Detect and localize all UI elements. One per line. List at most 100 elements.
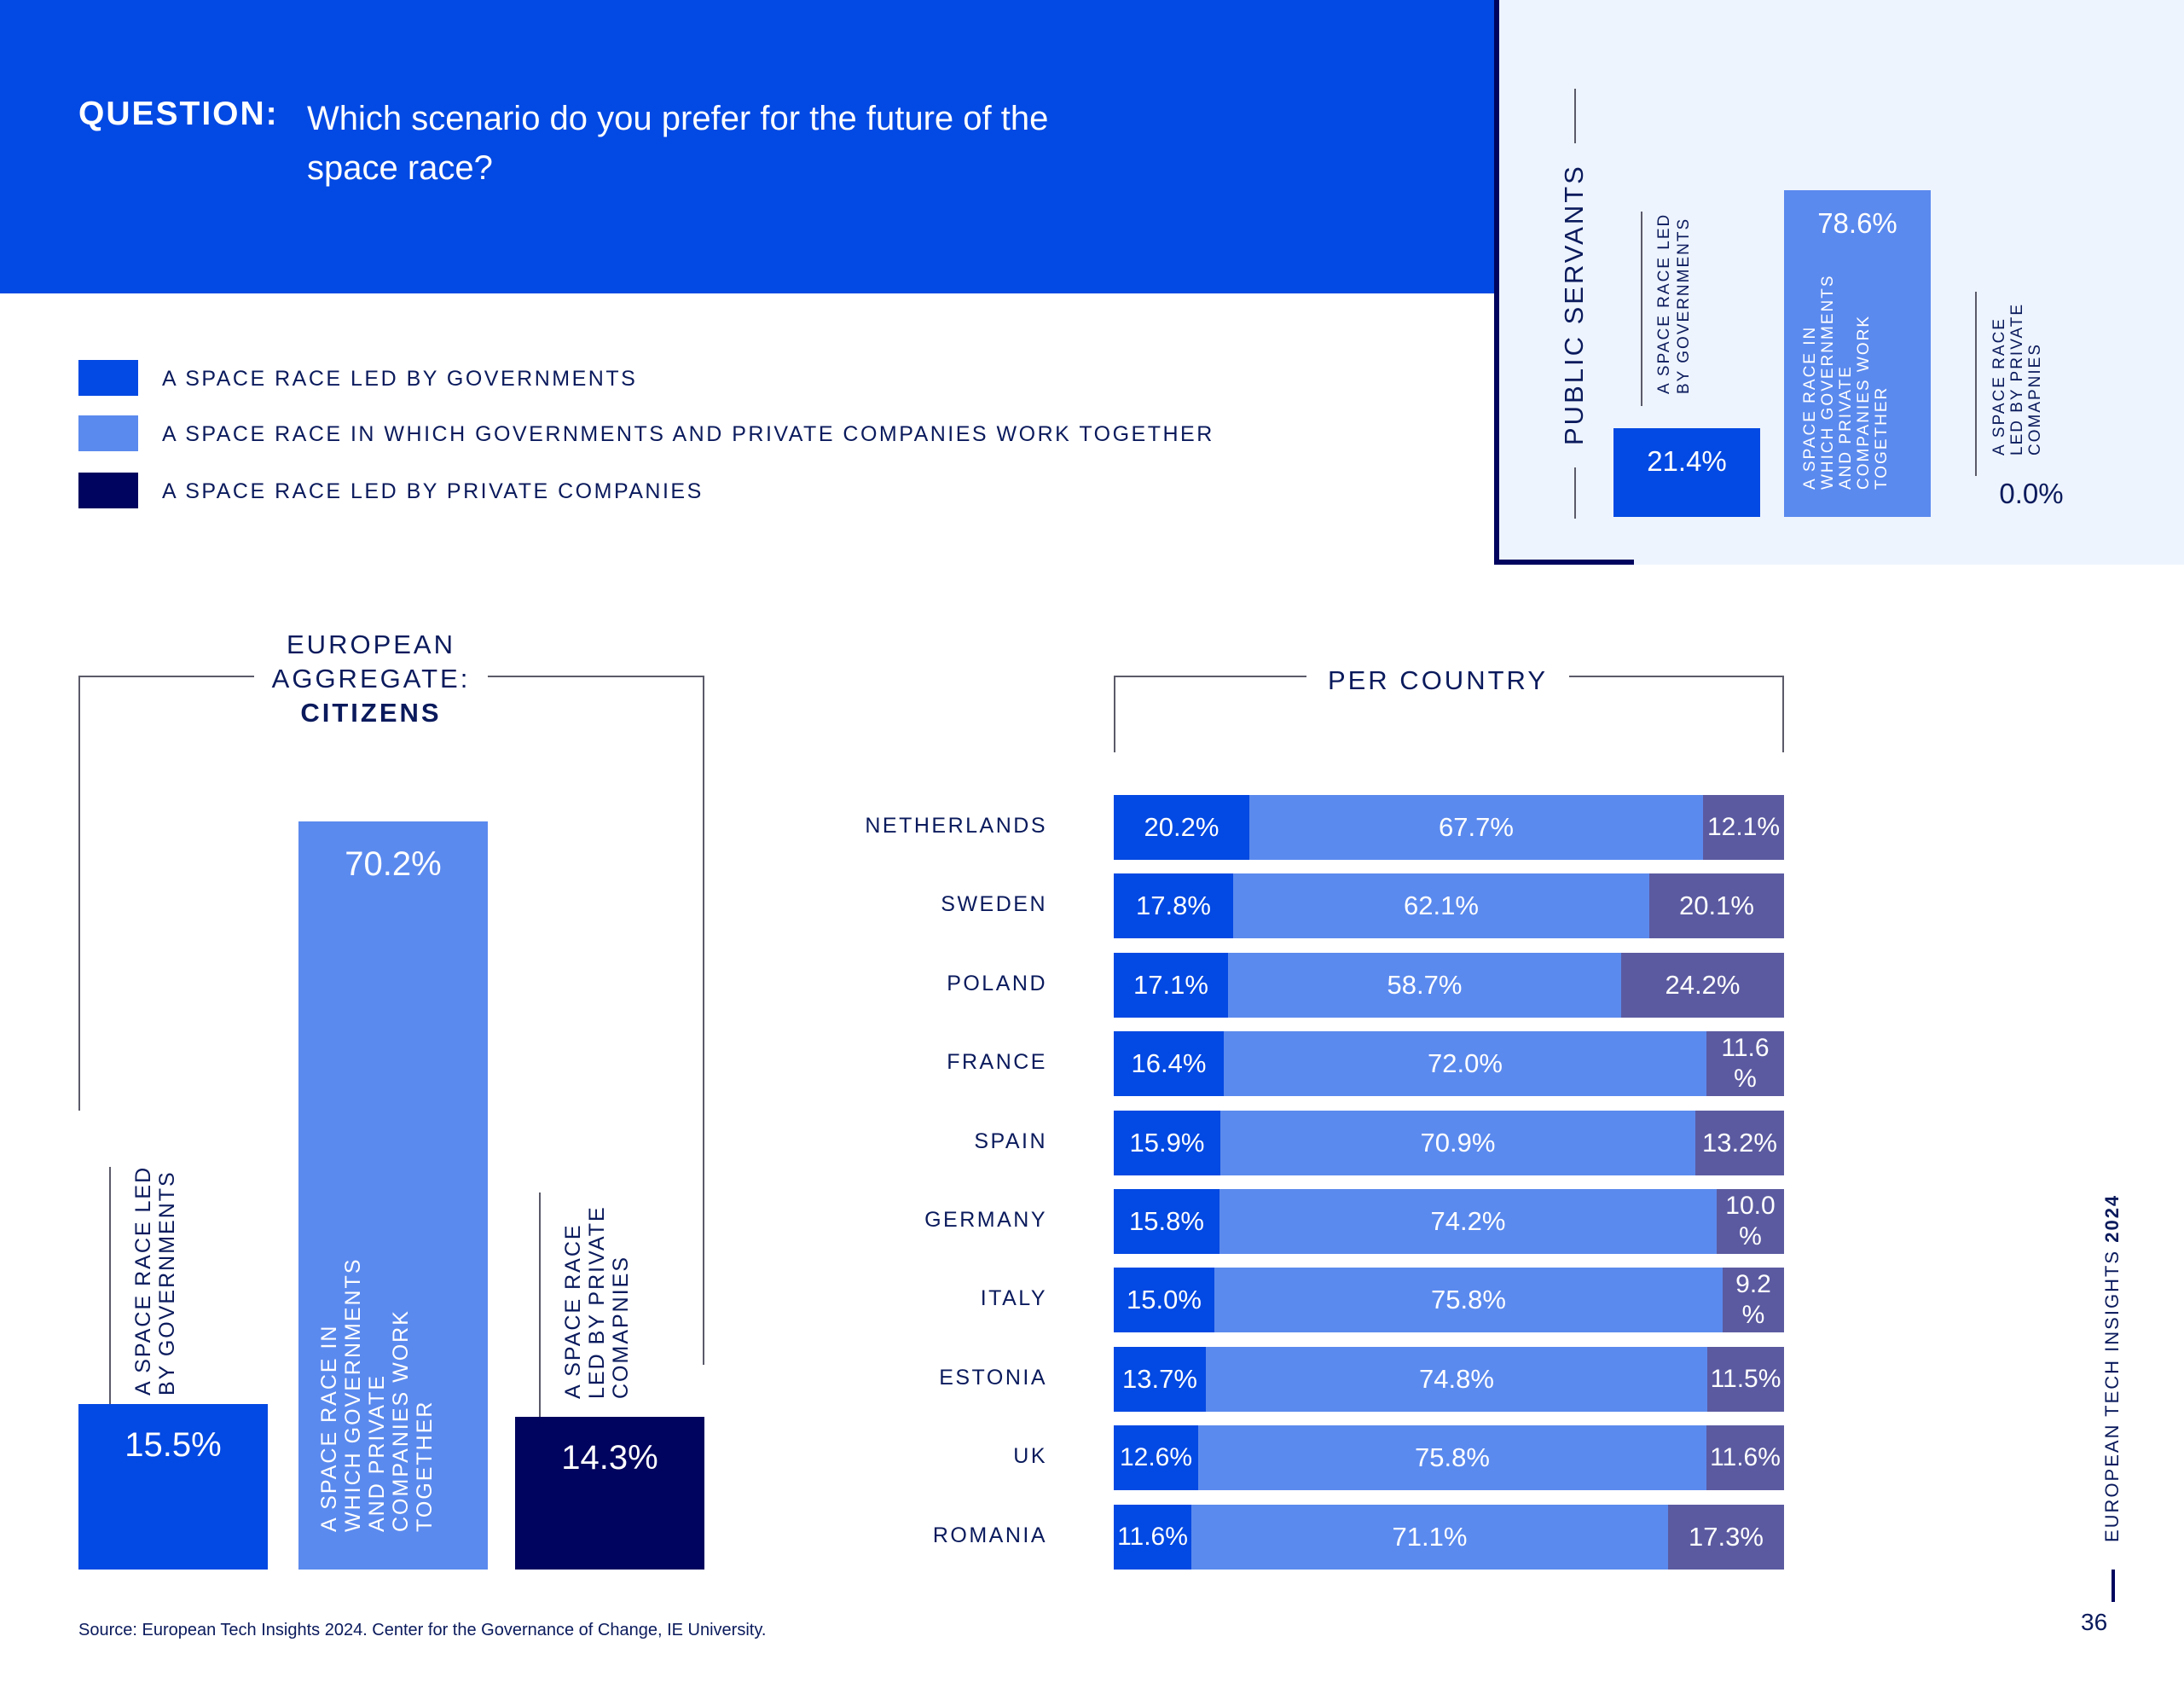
country-bar-segment: 13.7% bbox=[1114, 1346, 1206, 1412]
aggregate-title: EUROPEAN AGGREGATE: CITIZENS bbox=[247, 628, 495, 730]
legend-swatch-governments bbox=[78, 360, 138, 396]
country-bar-segment: 74.8% bbox=[1206, 1346, 1707, 1412]
header-banner bbox=[0, 0, 1494, 293]
country-bar-value-part: % bbox=[1734, 1065, 1757, 1094]
question-label: QUESTION: bbox=[78, 96, 279, 132]
country-bar-segment: 17.8% bbox=[1114, 873, 1233, 939]
country-bar-segment: 11.5% bbox=[1707, 1346, 1784, 1412]
ps-bar-label: A SPACE RACE IN WHICH GOVERNMENTS AND PRIV… bbox=[1801, 275, 1891, 490]
side-title-rule bbox=[2112, 1570, 2115, 1602]
country-bar-segment: 67.7% bbox=[1249, 795, 1703, 860]
aggregate-bar-value: 70.2% bbox=[345, 844, 442, 883]
public-servants-rule-top bbox=[1574, 89, 1576, 143]
country-label: UK bbox=[1013, 1444, 1047, 1469]
public-servants-frame-left bbox=[1494, 0, 1499, 565]
ps-bar-label-line: LED BY PRIVATE bbox=[2008, 303, 2026, 456]
side-title-year: 2024 bbox=[2101, 1193, 2123, 1243]
legend-swatch-private bbox=[78, 473, 138, 508]
aggregate-title-line3: CITIZENS bbox=[300, 698, 442, 728]
ps-bar-label-line: A SPACE RACE LED bbox=[1655, 212, 1673, 394]
side-title-text: EUROPEAN TECH INSIGHTS bbox=[2101, 1249, 2123, 1542]
legend-label: A SPACE RACE LED BY PRIVATE COMPANIES bbox=[162, 479, 704, 503]
country-bar-segment: 74.2% bbox=[1219, 1189, 1717, 1254]
source-note: Source: European Tech Insights 2024. Cen… bbox=[78, 1621, 767, 1639]
ps-bar-label-line: COMAPNIES bbox=[2026, 342, 2044, 456]
aggregate-bracket-left bbox=[78, 676, 80, 1111]
aggregate-bar bbox=[298, 821, 488, 1570]
question-text: Which scenario do you prefer for the fut… bbox=[307, 100, 1049, 187]
aggregate-bar-label: A SPACE RACE LED BY PRIVATE COMAPNIES bbox=[561, 1205, 633, 1399]
country-label: ESTONIA bbox=[939, 1365, 1047, 1390]
country-bracket-left bbox=[1114, 676, 1115, 752]
country-bar-segment: 11.6% bbox=[1114, 1504, 1191, 1570]
ps-label-rule-1 bbox=[1641, 212, 1642, 406]
country-bar-segment: 20.1% bbox=[1649, 873, 1784, 939]
aggregate-bar-label-line: AND PRIVATE bbox=[365, 1374, 389, 1532]
aggregate-bracket-right bbox=[703, 676, 704, 1365]
aggregate-bracket-top-right bbox=[488, 676, 704, 677]
aggregate-bar-label-line: A SPACE RACE LED bbox=[131, 1165, 155, 1396]
country-label: SPAIN bbox=[974, 1129, 1047, 1153]
legend-swatch-together bbox=[78, 415, 138, 451]
aggregate-bar-label-line: LED BY PRIVATE bbox=[585, 1205, 609, 1399]
aggregate-label-rule-1 bbox=[109, 1167, 111, 1407]
ps-bar bbox=[1613, 427, 1760, 517]
public-servants-rule-bottom bbox=[1574, 467, 1576, 519]
country-bar-value-part: 11.6 bbox=[1721, 1034, 1770, 1063]
aggregate-bar-label-line: A SPACE RACE bbox=[561, 1223, 585, 1399]
ps-bar-value: 0.0% bbox=[1999, 478, 2064, 509]
country-bar-segment: 72.0% bbox=[1224, 1031, 1706, 1097]
country-bar-segment: 24.2% bbox=[1621, 952, 1784, 1018]
aggregate-bar-label-line: COMPANIES WORK bbox=[389, 1309, 413, 1532]
ps-bar-label-line: BY GOVERNMENTS bbox=[1675, 217, 1693, 394]
country-bar-segment: 75.8% bbox=[1198, 1425, 1706, 1491]
ps-bar-value: 78.6% bbox=[1817, 207, 1897, 240]
country-bar-segment: 9.2% bbox=[1723, 1268, 1784, 1333]
public-servants-title: PUBLIC SERVANTS bbox=[1559, 164, 1589, 445]
country-label: ROMANIA bbox=[932, 1523, 1047, 1547]
aggregate-bar-label: A SPACE RACE IN WHICH GOVERNMENTS AND PRIV… bbox=[317, 1258, 437, 1533]
legend-label: A SPACE RACE LED BY GOVERNMENTS bbox=[162, 367, 638, 391]
country-bar-segment: 62.1% bbox=[1233, 873, 1649, 939]
country-bar-value-part: % bbox=[1739, 1222, 1762, 1250]
country-bar-segment: 10.0% bbox=[1717, 1189, 1784, 1254]
page-number: 36 bbox=[2081, 1609, 2108, 1635]
country-bracket-top-right bbox=[1569, 676, 1784, 677]
aggregate-bar-value: 15.5% bbox=[125, 1426, 222, 1465]
country-label: GERMANY bbox=[924, 1208, 1047, 1232]
country-bar-segment: 15.8% bbox=[1114, 1189, 1219, 1254]
public-servants-frame-bottom bbox=[1494, 560, 1634, 565]
country-label: SWEDEN bbox=[941, 892, 1047, 917]
aggregate-title-line2: AGGREGATE: bbox=[271, 664, 471, 693]
ps-bar-label-line: A SPACE RACE IN bbox=[1801, 325, 1819, 490]
country-bar-segment: 12.6% bbox=[1114, 1425, 1198, 1491]
aggregate-bar-label-line: A SPACE RACE IN bbox=[317, 1324, 341, 1533]
country-label: POLAND bbox=[947, 971, 1047, 995]
country-label: ITALY bbox=[980, 1286, 1047, 1311]
country-bar-segment: 70.9% bbox=[1220, 1110, 1695, 1175]
aggregate-bar-value: 14.3% bbox=[561, 1439, 658, 1477]
country-label: FRANCE bbox=[947, 1050, 1047, 1075]
country-bar-segment: 15.9% bbox=[1114, 1110, 1220, 1175]
country-bar-segment: 11.6% bbox=[1706, 1031, 1784, 1097]
aggregate-bar-label: A SPACE RACE LED BY GOVERNMENTS bbox=[131, 1166, 179, 1396]
ps-bar-label-line: AND PRIVATE bbox=[1837, 365, 1855, 490]
country-bar-segment: 71.1% bbox=[1191, 1504, 1668, 1570]
country-bar-segment: 58.7% bbox=[1228, 952, 1621, 1018]
country-bar-segment: 75.8% bbox=[1214, 1268, 1723, 1333]
ps-bar-label-line: WHICH GOVERNMENTS bbox=[1819, 274, 1837, 490]
aggregate-title-line1: EUROPEAN bbox=[287, 630, 455, 659]
country-bar-segment: 13.2% bbox=[1695, 1110, 1784, 1175]
country-bar-value-part: % bbox=[1741, 1301, 1765, 1330]
country-bracket-right bbox=[1782, 676, 1784, 752]
aggregate-bar-label-line: TOGETHER bbox=[413, 1400, 437, 1532]
legend-label: A SPACE RACE IN WHICH GOVERNMENTS AND PR… bbox=[162, 422, 1214, 446]
country-bar-value-part: 9.2 bbox=[1735, 1270, 1771, 1299]
aggregate-bar bbox=[78, 1404, 268, 1570]
ps-bar-label-line: TOGETHER bbox=[1873, 386, 1891, 490]
ps-bar-label: A SPACE RACE LED BY GOVERNMENTS bbox=[1654, 213, 1694, 394]
ps-bar-label: A SPACE RACE LED BY PRIVATE COMAPNIES bbox=[1990, 303, 2044, 456]
country-bar-segment: 20.2% bbox=[1114, 795, 1249, 860]
aggregate-bracket-top-left bbox=[78, 676, 254, 677]
country-bar-segment: 17.1% bbox=[1114, 952, 1228, 1018]
